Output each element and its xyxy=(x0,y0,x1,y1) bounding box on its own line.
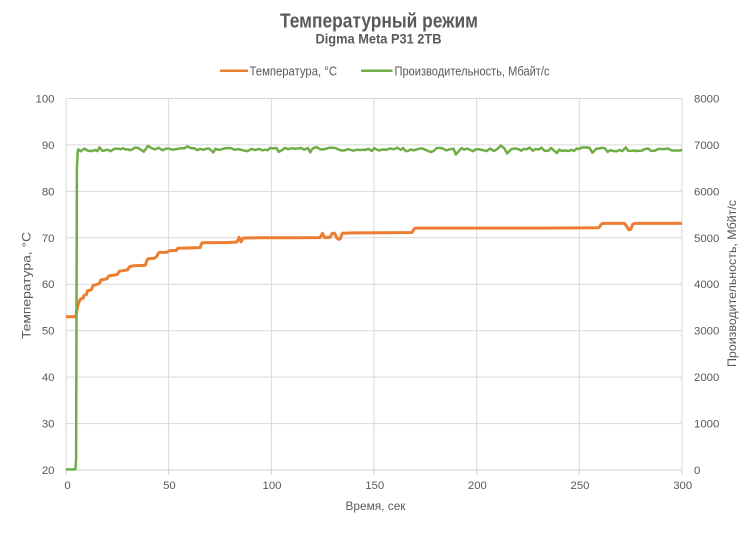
svg-text:300: 300 xyxy=(673,480,692,492)
svg-text:6000: 6000 xyxy=(694,186,719,198)
svg-text:250: 250 xyxy=(570,480,589,492)
svg-text:100: 100 xyxy=(35,94,54,106)
svg-text:30: 30 xyxy=(42,419,55,431)
svg-text:Время, сек: Время, сек xyxy=(346,499,407,513)
svg-text:80: 80 xyxy=(42,186,55,198)
svg-text:0: 0 xyxy=(64,480,70,492)
svg-text:150: 150 xyxy=(365,480,384,492)
svg-text:50: 50 xyxy=(42,326,55,338)
svg-text:90: 90 xyxy=(42,140,55,152)
svg-text:5000: 5000 xyxy=(694,233,719,245)
svg-text:2000: 2000 xyxy=(694,372,719,384)
svg-text:7000: 7000 xyxy=(694,140,719,152)
svg-text:Температура, °C: Температура, °C xyxy=(250,65,338,79)
svg-text:Производительность, Мбйт/с: Производительность, Мбйт/с xyxy=(725,200,739,367)
svg-text:3000: 3000 xyxy=(694,326,719,338)
svg-text:8000: 8000 xyxy=(694,94,719,106)
svg-text:200: 200 xyxy=(468,480,487,492)
svg-text:100: 100 xyxy=(262,480,281,492)
svg-text:1000: 1000 xyxy=(694,419,719,431)
svg-text:50: 50 xyxy=(163,480,176,492)
svg-text:Digma Meta P31 2TB: Digma Meta P31 2TB xyxy=(316,31,442,47)
svg-text:Температура, °C: Температура, °C xyxy=(20,232,34,339)
svg-text:40: 40 xyxy=(42,372,55,384)
svg-text:0: 0 xyxy=(694,465,700,477)
svg-text:20: 20 xyxy=(42,465,55,477)
svg-text:Производительность, Мбайт/с: Производительность, Мбайт/с xyxy=(395,65,550,79)
svg-text:4000: 4000 xyxy=(694,279,719,291)
svg-text:60: 60 xyxy=(42,279,55,291)
svg-text:Температурный режим: Температурный режим xyxy=(280,11,478,33)
svg-text:70: 70 xyxy=(42,233,55,245)
